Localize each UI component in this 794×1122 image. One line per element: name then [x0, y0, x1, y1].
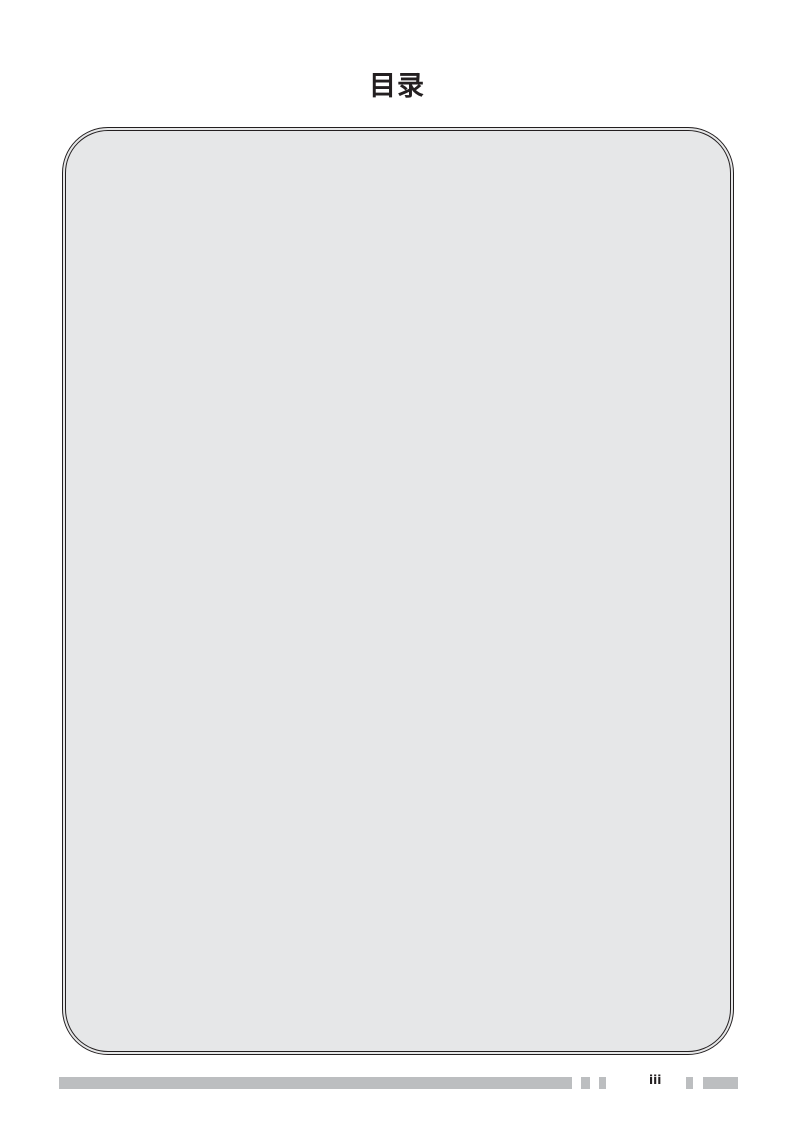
page-number: iii: [649, 1073, 662, 1087]
footer-bar-segment: [59, 1077, 572, 1089]
footer-bar-segment: [686, 1077, 693, 1089]
page-title: 目录: [369, 71, 425, 102]
footer-bar-segment: [581, 1077, 590, 1089]
toc-box: [62, 127, 734, 1055]
footer-bar-segment: [599, 1077, 606, 1089]
footer-bar-segment: [703, 1077, 738, 1089]
